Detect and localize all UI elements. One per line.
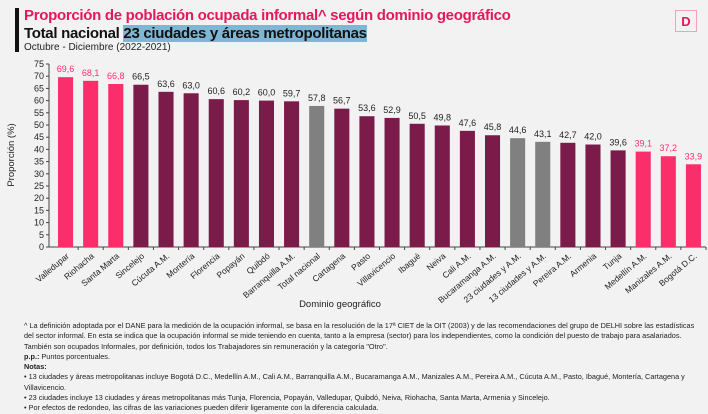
y-tick-label: 20 — [34, 193, 44, 203]
data-label: 68,1 — [82, 68, 100, 78]
data-label: 44,6 — [509, 125, 527, 135]
bar-chart: 05101520253035404550556065707569,6Valled… — [6, 59, 707, 310]
y-tick-label: 45 — [34, 132, 44, 142]
y-tick-label: 10 — [34, 218, 44, 228]
bar — [284, 101, 300, 247]
data-label: 60,0 — [258, 88, 276, 98]
bar — [685, 164, 701, 247]
x-tick-label: Armenia — [568, 251, 599, 279]
data-label: 50,5 — [408, 111, 426, 121]
y-tick-label: 70 — [34, 71, 44, 81]
dane-logo: D — [675, 10, 697, 32]
bar — [208, 99, 224, 247]
y-tick-label: 60 — [34, 96, 44, 106]
bar — [610, 150, 626, 247]
bar — [258, 100, 275, 247]
x-tick-label: Popayán — [215, 251, 247, 280]
y-axis-title: Proporción (%) — [6, 123, 17, 186]
data-label: 52,9 — [383, 105, 401, 115]
note-23: • 23 ciudades incluye 13 ciudades y área… — [24, 393, 550, 403]
note-pp: p.p.: Puntos porcentuales. — [24, 351, 110, 361]
subtitle-highlight: 23 ciudades y áreas metropolitanas — [123, 25, 367, 42]
bar — [660, 156, 676, 247]
bar — [434, 125, 450, 247]
bar — [459, 130, 475, 247]
data-label: 39,1 — [634, 139, 652, 149]
data-label: 60,2 — [233, 87, 251, 97]
y-tick-label: 25 — [34, 181, 44, 191]
data-label: 59,7 — [283, 88, 301, 98]
bar — [359, 116, 375, 247]
y-tick-label: 65 — [34, 83, 44, 93]
y-tick-label: 50 — [34, 120, 44, 130]
data-label: 42,7 — [559, 130, 577, 140]
period: Octubre - Diciembre (2022-2021) — [24, 42, 171, 53]
y-tick-label: 35 — [34, 157, 44, 167]
x-tick-label: Ibagué — [396, 251, 423, 276]
data-label: 45,8 — [484, 122, 502, 132]
chart-subtitle: Total nacional 23 ciudades y áreas metro… — [24, 25, 367, 42]
data-label: 49,8 — [434, 112, 452, 122]
bar — [635, 151, 651, 247]
data-label: 37,2 — [660, 143, 678, 153]
footnotes: ^ La definición adoptada por el DANE par… — [24, 321, 704, 414]
bar — [108, 84, 124, 248]
chart-title: Proporción de población ocupada informal… — [24, 7, 511, 24]
data-label: 63,0 — [182, 80, 200, 90]
note-definition: ^ La definición adoptada por el DANE par… — [24, 321, 695, 341]
data-label: 66,8 — [107, 71, 125, 81]
note-13: • 13 ciudades y áreas metropolitanas inc… — [24, 372, 685, 392]
bar — [585, 144, 601, 247]
y-tick-label: 0 — [39, 242, 44, 252]
bar — [535, 141, 551, 247]
y-tick-label: 55 — [34, 108, 44, 118]
bar — [560, 142, 576, 247]
data-label: 63,6 — [157, 79, 175, 89]
y-tick-label: 5 — [39, 230, 44, 240]
bar — [384, 117, 400, 247]
data-label: 43,1 — [534, 129, 552, 139]
bar — [309, 105, 325, 247]
x-axis-title: Dominio geográfico — [299, 299, 381, 310]
data-label: 60,6 — [207, 86, 225, 96]
y-tick-label: 40 — [34, 144, 44, 154]
data-label: 66,5 — [132, 72, 150, 82]
bar — [233, 100, 249, 247]
bar — [409, 123, 425, 247]
data-label: 47,6 — [459, 118, 477, 128]
bar — [83, 80, 99, 247]
y-tick-label: 30 — [34, 169, 44, 179]
data-label: 69,6 — [57, 64, 75, 74]
subtitle-prefix: Total nacional — [24, 25, 120, 42]
bar — [133, 84, 149, 248]
data-label: 53,6 — [358, 103, 376, 113]
bar — [484, 135, 501, 247]
y-tick-label: 15 — [34, 205, 44, 215]
y-tick-label: 75 — [34, 59, 44, 69]
data-label: 33,9 — [685, 151, 703, 161]
notes-heading: Notas: — [24, 362, 47, 372]
bar — [183, 93, 199, 247]
bar — [58, 77, 74, 248]
data-label: 42,0 — [584, 132, 602, 142]
data-label: 57,8 — [308, 93, 326, 103]
title-accent-bar — [15, 8, 19, 52]
data-label: 56,7 — [333, 96, 351, 106]
note-definition-2: También son ocupados Informales, por def… — [24, 341, 388, 351]
bar — [158, 91, 174, 247]
bar — [334, 108, 350, 247]
bar — [510, 138, 526, 247]
data-label: 39,6 — [609, 137, 627, 147]
